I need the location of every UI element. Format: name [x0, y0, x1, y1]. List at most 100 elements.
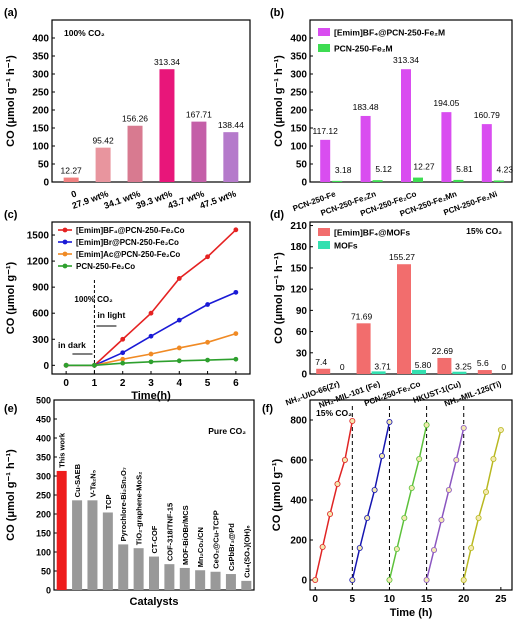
ytick-label-f-4: 800 — [290, 416, 307, 427]
data-label-b-0-3: 194.05 — [433, 98, 459, 108]
y-axis-label-b: CO (μmol g⁻¹ h⁻¹) — [273, 55, 285, 147]
bar-a-2 — [127, 125, 143, 182]
plot-frame-a — [51, 19, 251, 183]
bar-e-12 — [241, 580, 252, 590]
legend-label-d-0: [Emim]BF₄@MOFs — [334, 228, 410, 238]
data-label-d-1-0: 0 — [340, 362, 345, 372]
data-label-a-3: 313.34 — [154, 57, 180, 67]
category-label-a-5: 47.5 wt% — [198, 188, 237, 210]
legend-label-d-1: MOFs — [334, 241, 358, 251]
ytick-label-c-5: 1500 — [27, 231, 50, 242]
chart-a: 0 50 100 150 200 250 300 350 400 (a) CO (μmol g⁻¹ … — [4, 7, 251, 211]
bar-b-1-4 — [493, 180, 504, 182]
bar-d-0-1 — [356, 323, 371, 374]
annotation-e: Pure CO₂ — [208, 426, 246, 436]
y-axis-label-f: CO (μmol g⁻¹) — [271, 458, 283, 531]
xtick-label-f-0: 0 — [312, 594, 318, 605]
ytick-label-f-2: 400 — [290, 496, 307, 507]
chart-c: 0 300 600 900 1200 1500 (c) CO (μmol g⁻¹) 0 1 2 3 4 5… — [4, 209, 251, 402]
ytick-label-b-8: 400 — [290, 34, 307, 45]
bar-d-1-1 — [371, 371, 386, 374]
ytick-label-a-5: 250 — [32, 88, 49, 99]
data-label-a-5: 138.44 — [218, 120, 244, 130]
bar-b-1-2 — [413, 177, 423, 182]
ytick-label-e-9: 450 — [36, 415, 51, 425]
point-f-2-2 — [401, 515, 408, 522]
ytick-label-d-2: 60 — [296, 327, 308, 338]
point-f-2-1 — [393, 546, 400, 553]
point-c-0-2 — [120, 336, 126, 342]
xtick-label-f-1: 5 — [350, 594, 356, 605]
ytick-label-d-0: 0 — [301, 370, 307, 381]
panel-label-d: (d) — [270, 209, 284, 221]
ytick-label-c-4: 1200 — [27, 257, 50, 268]
bar-b-0-4 — [481, 124, 492, 182]
data-label-a-4: 167.71 — [186, 110, 212, 120]
series-line-f-0 — [314, 420, 354, 581]
ytick-label-e-1: 50 — [41, 567, 51, 577]
xtick-label-c-6: 6 — [233, 378, 239, 389]
panel-label-f: (f) — [262, 403, 273, 415]
panel-label-e: (e) — [4, 403, 18, 415]
annotation-d: 15% CO₂ — [466, 226, 502, 236]
data-label-b-1-4: 4.23 — [497, 164, 514, 174]
point-c-0-4 — [176, 276, 182, 281]
bar-b-0-3 — [441, 112, 452, 182]
category-label-e-11: CsPbBr₃@Pd — [227, 523, 236, 571]
ytick-label-f-1: 200 — [290, 536, 307, 547]
panel-label-c: (c) — [4, 209, 18, 221]
bar-b-1-1 — [372, 180, 383, 182]
bar-a-3 — [159, 69, 175, 182]
ytick-label-a-2: 100 — [32, 142, 49, 153]
bar-d-0-2 — [397, 264, 411, 374]
xtick-label-f-5: 25 — [495, 594, 507, 605]
ytick-label-b-2: 100 — [290, 142, 307, 153]
legend-marker-c-1 — [62, 239, 68, 245]
ytick-label-f-3: 600 — [290, 456, 307, 467]
xtick-label-c-5: 5 — [205, 378, 211, 389]
ytick-label-a-6: 300 — [32, 70, 49, 81]
ytick-label-e-5: 250 — [36, 491, 51, 501]
ytick-label-a-8: 400 — [32, 34, 49, 45]
data-label-d-0-4: 5.6 — [477, 358, 489, 368]
bar-e-11 — [225, 574, 236, 590]
legend-label-b-0: [Emim]BF₄@PCN-250-Fe₂M — [334, 28, 445, 38]
legend-swatch-d-1 — [318, 241, 330, 249]
ytick-label-c-0: 0 — [43, 361, 49, 372]
data-label-b-1-3: 5.81 — [456, 164, 473, 174]
point-c-1-4 — [176, 317, 182, 323]
bar-d-1-3 — [452, 371, 467, 374]
ytick-label-c-3: 900 — [32, 283, 49, 294]
bar-a-5 — [223, 132, 239, 182]
data-label-d-0-2: 155.27 — [389, 252, 415, 262]
series-line-f-4 — [462, 429, 502, 581]
ytick-label-b-3: 150 — [290, 124, 307, 135]
data-label-b-0-4: 160.79 — [474, 110, 500, 120]
category-label-e-0: This work — [58, 432, 67, 468]
bar-e-0 — [56, 470, 67, 590]
legend-marker-c-2 — [62, 251, 68, 257]
point-c-1-6 — [233, 289, 239, 295]
bar-e-4 — [118, 544, 129, 590]
x-axis-label-e: Catalysts — [130, 596, 179, 608]
bar-e-6 — [149, 556, 159, 590]
point-f-1-4 — [379, 452, 386, 459]
ytick-label-a-4: 200 — [32, 106, 49, 117]
category-label-e-7: COF-318/TNF-15 — [165, 503, 174, 561]
legend-label-c-1: [Emim]Br@PCN-250-Fe₂Co — [76, 238, 179, 247]
ytick-label-d-3: 90 — [296, 306, 308, 317]
x-axis-label-c: Time(h) — [131, 390, 171, 402]
legend-label-b-1: PCN-250-Fe₂M — [334, 44, 393, 54]
ytick-label-e-8: 400 — [36, 434, 51, 444]
ytick-label-d-7: 210 — [290, 221, 307, 232]
data-label-d-0-3: 22.69 — [432, 346, 454, 356]
legend-label-c-3: PCN-250-Fe₂Co — [76, 262, 135, 271]
ytick-label-e-6: 300 — [36, 472, 51, 482]
ytick-label-c-2: 600 — [32, 309, 49, 320]
point-f-1-5 — [386, 418, 393, 425]
point-c-0-3 — [148, 310, 154, 316]
point-c-0-6 — [233, 227, 239, 233]
chart-f: 0 200 400 600 800 (f) CO (μmol g⁻¹) 15% CO₂ 0 5 10… — [262, 399, 513, 619]
category-label-e-3: TCP — [104, 494, 113, 509]
